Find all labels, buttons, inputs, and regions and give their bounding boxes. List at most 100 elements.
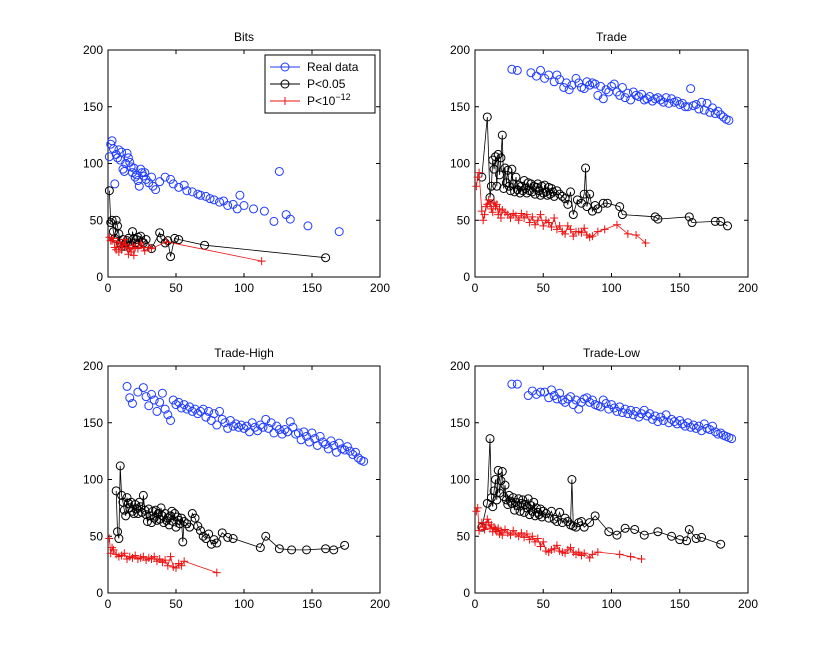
data-point [141,392,151,402]
series-p12 [105,233,266,266]
data-point [209,409,219,419]
data-point [473,503,482,512]
series-p05 [477,112,733,231]
legend-marker [281,97,289,105]
data-point [107,215,117,225]
data-point [687,218,697,228]
data-point [580,549,589,558]
data-point [160,509,170,519]
data-point [351,447,361,457]
data-point [303,221,313,231]
data-point [257,257,266,266]
panel-4: 0 50 100 150 200 0 50 100 150 200 Trade-Low [450,346,758,611]
series-p12 [105,534,221,577]
data-point [585,397,595,407]
data-point [497,467,507,477]
data-point [212,420,222,430]
chart-title: Trade [596,30,627,44]
data-point [604,404,614,414]
data-point [302,545,312,555]
data-point [656,95,666,105]
data-point [263,423,273,433]
data-point [563,199,573,209]
data-point [166,552,175,561]
data-point [198,404,208,414]
data-point [533,216,542,225]
data-point [702,98,712,108]
data-point [121,511,131,521]
data-point [247,418,257,428]
data-point [661,410,671,420]
data-point [506,213,515,222]
data-point [138,383,148,393]
data-point [536,387,546,397]
data-point [514,216,523,225]
series-p12 [472,503,646,563]
data-point [617,210,627,220]
data-point [277,429,287,439]
x-tick-label: 150 [670,597,690,611]
data-point [517,528,526,537]
data-point [567,80,577,90]
data-point [683,418,693,428]
data-point [117,147,127,157]
legend-label-base: P<10 [307,94,336,108]
data-point [249,204,259,214]
data-point [507,164,517,174]
data-point [691,534,701,544]
y-tick-label: 50 [457,529,471,543]
data-point [127,398,137,408]
data-point [561,229,570,238]
data-point [546,385,556,395]
y-tick-label: 100 [83,473,103,487]
data-point [212,538,222,548]
data-point [168,395,178,405]
data-point [155,228,165,238]
data-point [669,417,679,427]
data-point [664,98,674,108]
data-point [140,168,150,178]
data-point [212,568,221,577]
data-point [512,65,522,75]
data-point [617,82,627,92]
data-point [133,244,142,253]
data-point [580,224,589,233]
data-point [223,200,233,210]
data-point [490,152,500,162]
data-point [475,168,484,177]
data-point [167,506,177,516]
data-point [215,197,225,207]
data-point [567,475,577,484]
data-point [198,531,208,541]
data-point [724,115,734,125]
data-point [157,388,167,398]
data-point [514,494,524,504]
x-tick-label: 200 [370,597,390,611]
data-point [645,409,655,419]
data-point [274,166,284,176]
data-point [601,398,611,408]
data-point [179,400,189,410]
data-point [141,235,151,245]
data-point [204,529,214,539]
x-tick-label: 150 [302,281,322,295]
data-point [121,240,130,249]
x-tick-label: 150 [302,597,322,611]
data-point [653,214,663,224]
data-point [329,545,339,555]
data-point [552,70,562,80]
data-point [166,415,176,425]
data-point [528,212,537,221]
data-point [193,521,203,531]
data-point [525,218,534,227]
data-point [609,79,619,89]
data-point [615,402,625,412]
data-point [163,410,173,420]
data-point [185,402,195,412]
data-point [174,235,184,245]
data-point [518,495,528,505]
data-point [179,516,189,526]
data-point [602,198,612,208]
data-point [620,523,630,533]
data-point [204,406,214,416]
